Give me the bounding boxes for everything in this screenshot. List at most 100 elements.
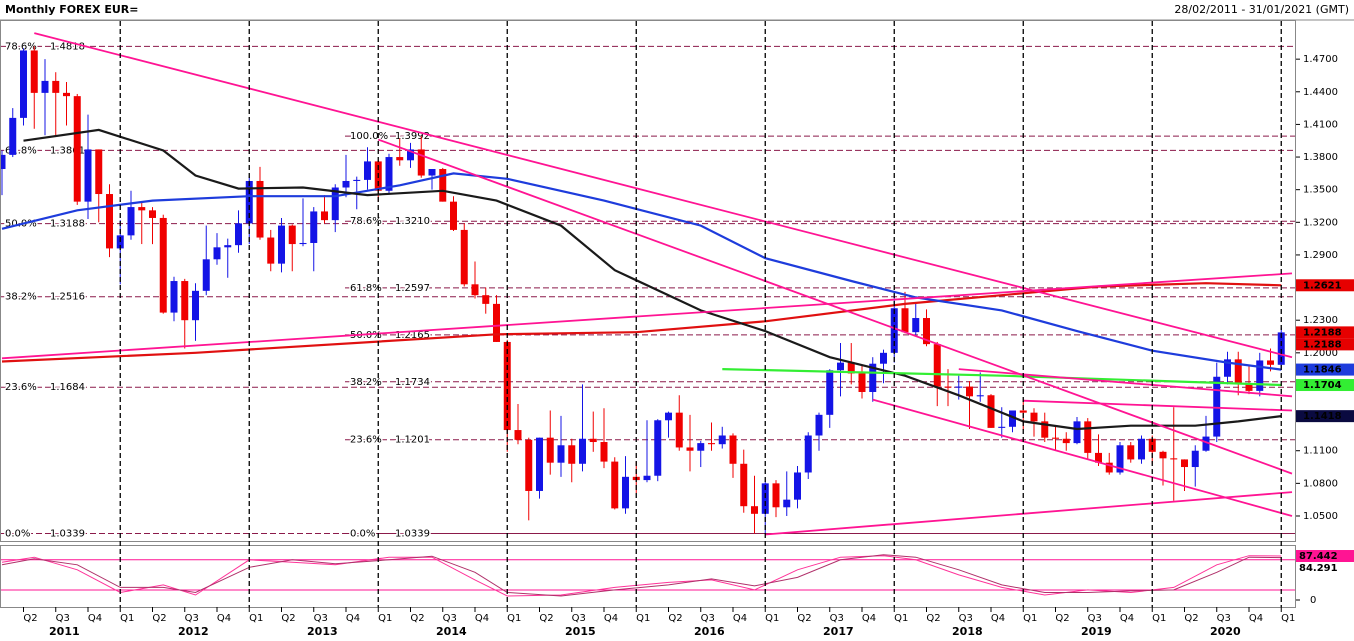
candle-body [170, 281, 178, 313]
candle-body [654, 420, 662, 476]
fib-price: 1.1684 [50, 382, 85, 393]
candle-body [138, 207, 146, 211]
price-box-label: 1.2188 [1303, 339, 1342, 350]
candle-body [127, 207, 135, 236]
candle-body [579, 438, 586, 464]
price-box [1296, 379, 1354, 392]
candle-body [643, 475, 651, 481]
candle-body [385, 157, 393, 191]
y-tick-label: 1.2000 [1303, 348, 1338, 359]
candle-body [267, 237, 275, 264]
candle-body [557, 445, 565, 463]
y-tick-label: 1.1100 [1303, 446, 1338, 457]
candle-body [546, 437, 554, 463]
candle-body [890, 308, 898, 353]
x-tick-label: Q1 [1281, 613, 1295, 624]
year-label: 2017 [823, 625, 854, 638]
x-tick-label: Q2 [1055, 613, 1069, 624]
year-label: 2011 [49, 625, 80, 638]
fib-price: 1.2516 [50, 292, 85, 303]
candle-body [611, 461, 619, 509]
candle-body [460, 229, 468, 285]
x-tick-label: Q3 [1088, 613, 1102, 624]
candle-body [493, 303, 500, 342]
price-box [1296, 279, 1354, 292]
candle-body [525, 439, 533, 491]
price-box-label: 1.1846 [1303, 365, 1342, 376]
x-tick-label: Q1 [378, 613, 392, 624]
x-tick-label: Q2 [410, 613, 424, 624]
x-tick-label: Q3 [443, 613, 457, 624]
y-tick-label: 1.2900 [1303, 250, 1338, 261]
fib-price: 1.2597 [395, 283, 430, 294]
candle-body [837, 362, 844, 371]
candle-body [987, 395, 995, 428]
x-tick-label: Q2 [23, 613, 37, 624]
candle-body [675, 412, 683, 448]
candle-body [224, 245, 232, 248]
candle-body [944, 386, 952, 388]
year-label: 2015 [565, 625, 596, 638]
y-tick-label: 1.3800 [1303, 152, 1338, 163]
trendline [34, 32, 1293, 359]
price-box-label: 1.1418 [1303, 411, 1342, 422]
x-tick-label: Q3 [314, 613, 328, 624]
candle-body [514, 430, 522, 440]
candle-body [1245, 383, 1253, 391]
candle-body [880, 352, 887, 364]
candle-body [1138, 438, 1145, 460]
x-tick-label: Q1 [1152, 613, 1166, 624]
candle-body [342, 180, 350, 188]
candle-body [1030, 412, 1038, 422]
candle-body [428, 169, 436, 176]
candle-body [9, 117, 17, 155]
candle-body [235, 223, 242, 246]
candle-body [665, 412, 672, 421]
candle-body [482, 295, 490, 304]
fib-percent: 38.2% [350, 377, 382, 388]
candle-body [471, 284, 479, 296]
candle-body [1191, 450, 1199, 468]
y-tick-label: 1.3500 [1303, 185, 1338, 196]
price-box-label: 1.2621 [1303, 280, 1342, 291]
axes: 1.4700 1.4400 1.4100 1.3800 1.3500 1.3200 1.29… [23, 21, 1354, 638]
candle-body [1277, 332, 1285, 365]
oscillator-frame [0, 545, 1296, 608]
candle-body [331, 187, 339, 221]
y-tick-label: 1.2300 [1303, 315, 1338, 326]
candle-body [1116, 445, 1124, 473]
fib-price: 1.4818 [50, 41, 85, 52]
candle-body [718, 435, 726, 445]
oscillator-line [1, 555, 1282, 597]
fib-price: 1.1201 [395, 435, 430, 446]
x-tick-label: Q3 [1217, 613, 1231, 624]
candle-body [1084, 421, 1092, 453]
candle-body [321, 211, 328, 221]
x-tick-label: Q3 [56, 613, 70, 624]
trendline [1023, 399, 1293, 412]
candle-body [245, 180, 253, 224]
candle-body [407, 149, 414, 161]
fib-price: 1.0339 [395, 528, 430, 539]
candle-body [826, 370, 834, 415]
candle-body [794, 472, 801, 500]
year-label: 2019 [1081, 625, 1112, 638]
candle-body [912, 318, 920, 333]
moving-average [1, 282, 1282, 363]
candle-body [73, 96, 81, 202]
candle-body [761, 483, 769, 514]
candle-body [256, 180, 264, 238]
candle-body [353, 179, 361, 181]
candle-body [95, 149, 103, 195]
trendline [872, 398, 1293, 517]
candle-body [288, 225, 296, 245]
x-tick-label: Q2 [152, 613, 166, 624]
fib-percent: 78.6% [350, 216, 382, 227]
x-tick-label: Q4 [733, 613, 747, 624]
x-tick-label: Q4 [1249, 613, 1263, 624]
y-tick-label: 1.3200 [1303, 217, 1338, 228]
candle-body [976, 395, 984, 397]
